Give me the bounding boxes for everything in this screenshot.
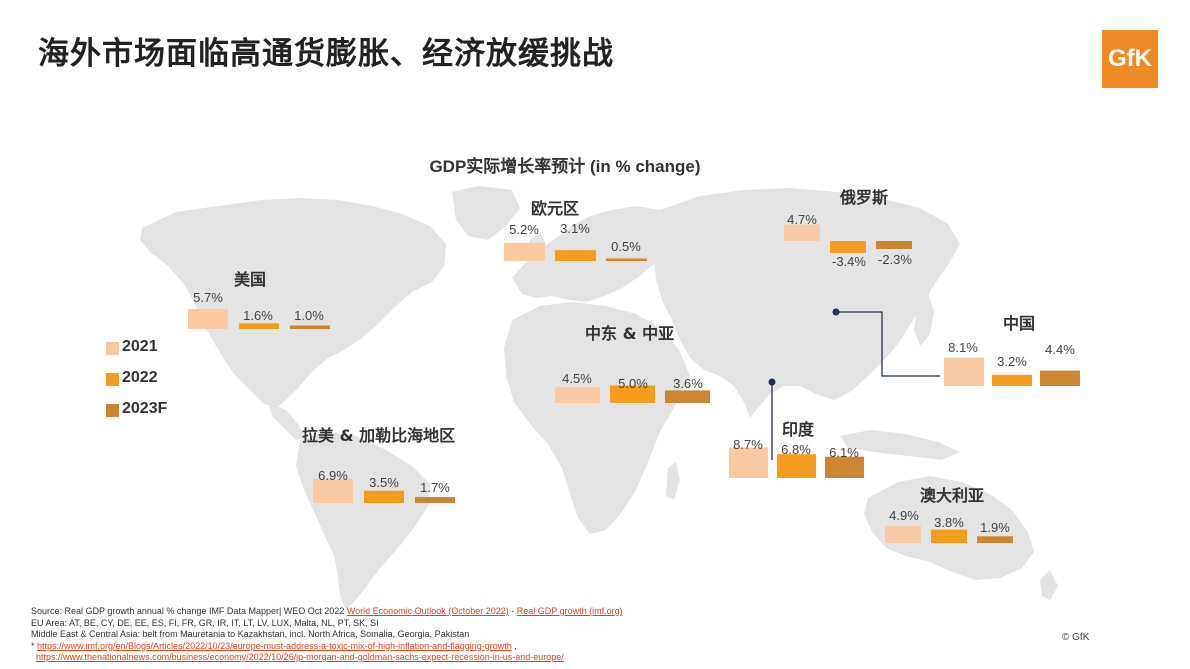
bar-2021 (885, 525, 921, 543)
map-north-america (140, 198, 446, 408)
bar-2023f (290, 325, 330, 329)
bar-2021 (555, 387, 600, 403)
value-label: 3.6% (673, 376, 703, 391)
value-label: -2.3% (878, 252, 912, 267)
legend-label: 2021 (122, 338, 158, 355)
source-link-imf[interactable]: Real GDP growth (imf.org) (516, 606, 623, 616)
value-label: 4.5% (562, 371, 592, 386)
map-south-america (296, 432, 430, 610)
copyright: © GfK (1062, 632, 1090, 643)
value-label: 6.9% (318, 468, 348, 483)
region-label-china: 中国 (1003, 314, 1036, 333)
region-label-latam: 拉美 & 加勒比海地区 (302, 426, 456, 445)
value-label: 4.4% (1045, 342, 1075, 357)
bar-2022 (364, 490, 404, 503)
source-line-1: Source: Real GDP growth annual % change … (31, 606, 623, 616)
value-label: 8.7% (733, 437, 763, 452)
value-label: 1.7% (420, 480, 450, 495)
value-label: 1.6% (243, 308, 273, 323)
source-notes: Source: Real GDP growth annual % change … (31, 606, 931, 664)
bar-2023f (665, 390, 710, 403)
source-line-5: https://www.thenationalnews.com/business… (31, 652, 931, 664)
source-link-national-news[interactable]: https://www.thenationalnews.com/business… (36, 652, 564, 662)
bar-2023f (876, 241, 912, 250)
map-indonesia (840, 430, 960, 460)
bar-2021 (784, 224, 820, 241)
bar-2023f (606, 258, 647, 261)
bar-2023f (415, 497, 455, 503)
bar-2021 (188, 309, 228, 329)
source-link-imf-blog[interactable]: https://www.imf.org/en/Blogs/Articles/20… (37, 640, 512, 651)
page-title: 海外市场面临高通货膨胀、经济放缓挑战 (38, 36, 614, 72)
bar-2021 (729, 447, 768, 478)
china-connector-dot (832, 308, 840, 316)
bar-2022 (239, 323, 279, 329)
value-label: 4.7% (787, 212, 817, 227)
source-line-2: EU Area: AT, BE, CY, DE, EE, ES, FI, FR,… (31, 617, 379, 628)
value-label: 5.7% (193, 290, 223, 305)
value-label: 6.1% (829, 445, 859, 460)
source-line-3: Middle East & Central Asia: belt from Ma… (31, 629, 470, 639)
region-label-india: 印度 (782, 420, 815, 439)
bar-2023f (825, 456, 864, 478)
value-label: 1.0% (294, 308, 324, 323)
region-label-australia: 澳大利亚 (920, 486, 985, 505)
region-label-us: 美国 (234, 270, 267, 289)
map-australia (864, 476, 1034, 580)
map-africa (504, 302, 690, 534)
value-label: 0.5% (611, 239, 641, 254)
value-label: 6.8% (781, 442, 811, 457)
map-central-america (268, 402, 306, 440)
map-greenland (452, 186, 520, 240)
bar-2023f (977, 536, 1013, 543)
bar-2021 (504, 242, 545, 261)
bar-2021 (944, 357, 984, 386)
chart-title: GDP实际增长率预计 (in % change) (429, 157, 701, 176)
region-label-middle-east: 中东 & 中亚 (585, 324, 675, 343)
legend-swatch (106, 342, 119, 355)
map-japan (914, 292, 934, 346)
legend-swatch (106, 373, 119, 386)
value-label: -3.4% (832, 254, 866, 269)
legend-label: 2022 (122, 369, 158, 386)
map-new-zealand (1040, 570, 1058, 600)
bar-2022 (830, 241, 866, 253)
bar-2022 (555, 250, 596, 261)
india-connector-dot (768, 378, 776, 386)
value-label: 8.1% (948, 340, 978, 355)
bar-2022 (610, 385, 655, 403)
source-link-weo[interactable]: World Economic Outlook (October 2022) (346, 606, 509, 616)
region-label-eurozone: 欧元区 (531, 199, 580, 218)
value-label: 4.9% (889, 508, 919, 523)
bar-2022 (931, 529, 967, 543)
bar-2023f (1040, 370, 1080, 386)
map-madagascar (666, 462, 680, 500)
legend-label: 2023F (122, 400, 168, 417)
value-label: 3.8% (934, 515, 964, 530)
bar-2022 (777, 454, 816, 478)
bar-2022 (992, 374, 1032, 386)
gfk-logo: GfK (1102, 30, 1158, 88)
bar-2021 (313, 478, 353, 503)
china-connector-line (836, 311, 940, 377)
value-label: 5.2% (509, 222, 539, 237)
region-label-russia: 俄罗斯 (840, 188, 889, 207)
value-label: 3.1% (560, 221, 590, 236)
value-label: 3.5% (369, 475, 399, 490)
value-label: 5.0% (618, 376, 648, 391)
source-line-4: * https://www.imf.org/en/Blogs/Articles/… (31, 640, 517, 651)
value-label: 1.9% (980, 520, 1010, 535)
legend-swatch (106, 404, 119, 417)
value-label: 3.2% (997, 354, 1027, 369)
